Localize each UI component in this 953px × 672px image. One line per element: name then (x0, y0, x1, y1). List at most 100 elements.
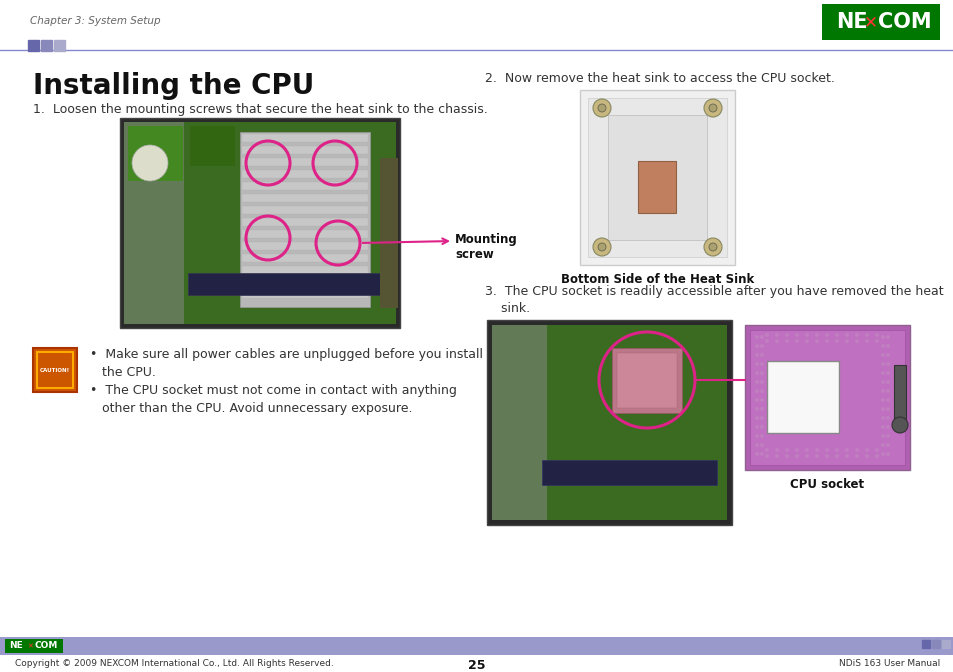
Circle shape (844, 448, 848, 452)
Bar (242, 290, 368, 298)
Circle shape (880, 335, 884, 339)
Circle shape (824, 339, 828, 343)
Text: NE: NE (835, 12, 866, 32)
Bar (579, 90, 734, 265)
Bar (242, 158, 368, 166)
Bar (607, 115, 706, 240)
Circle shape (814, 339, 818, 343)
Circle shape (814, 454, 818, 458)
Circle shape (764, 448, 768, 452)
Bar (41, 40, 52, 51)
Text: •  The CPU socket must not come in contact with anything
   other than the CPU. : • The CPU socket must not come in contac… (90, 384, 456, 415)
Circle shape (760, 335, 763, 339)
Bar (242, 266, 368, 274)
Circle shape (880, 434, 884, 438)
Circle shape (774, 448, 779, 452)
Bar (242, 242, 368, 250)
Circle shape (834, 454, 838, 458)
Circle shape (794, 333, 799, 337)
Circle shape (885, 407, 889, 411)
Circle shape (784, 333, 788, 337)
Circle shape (760, 443, 763, 447)
Circle shape (794, 448, 799, 452)
Circle shape (880, 443, 884, 447)
Circle shape (754, 371, 759, 375)
Bar (893, 365, 905, 425)
Bar (190, 126, 234, 166)
Circle shape (854, 339, 858, 343)
Circle shape (834, 448, 838, 452)
Text: COM: COM (35, 642, 58, 650)
Text: 25: 25 (468, 659, 485, 672)
Circle shape (754, 443, 759, 447)
Circle shape (703, 238, 721, 256)
Circle shape (764, 333, 768, 337)
Bar (240, 132, 370, 307)
Circle shape (703, 99, 721, 117)
Bar (242, 254, 368, 262)
Bar (379, 158, 397, 308)
Bar (37, 352, 73, 388)
Circle shape (754, 398, 759, 402)
Text: 3.  The CPU socket is readily accessible after you have removed the heat
    sin: 3. The CPU socket is readily accessible … (484, 285, 943, 315)
Circle shape (593, 238, 610, 256)
Bar (744, 325, 909, 470)
Circle shape (774, 454, 779, 458)
Circle shape (885, 335, 889, 339)
Circle shape (794, 339, 799, 343)
Bar (124, 122, 184, 324)
Circle shape (774, 333, 779, 337)
Circle shape (885, 443, 889, 447)
Circle shape (824, 454, 828, 458)
Circle shape (764, 454, 768, 458)
Circle shape (885, 416, 889, 420)
Circle shape (784, 339, 788, 343)
Circle shape (754, 335, 759, 339)
Circle shape (814, 448, 818, 452)
Text: 2.  Now remove the heat sink to access the CPU socket.: 2. Now remove the heat sink to access th… (484, 72, 834, 85)
Bar (0, 637, 953, 655)
Text: NE: NE (9, 642, 23, 650)
Bar (638, 161, 676, 213)
Circle shape (874, 454, 878, 458)
Circle shape (885, 380, 889, 384)
Bar (242, 182, 368, 190)
Circle shape (754, 416, 759, 420)
Bar (766, 361, 838, 433)
Circle shape (760, 398, 763, 402)
Circle shape (824, 333, 828, 337)
Circle shape (880, 407, 884, 411)
Circle shape (844, 339, 848, 343)
Circle shape (764, 339, 768, 343)
Circle shape (784, 454, 788, 458)
Circle shape (760, 389, 763, 393)
Circle shape (864, 454, 868, 458)
Circle shape (754, 389, 759, 393)
Circle shape (708, 243, 717, 251)
Bar (242, 218, 368, 226)
Circle shape (880, 380, 884, 384)
Circle shape (754, 434, 759, 438)
Circle shape (754, 353, 759, 357)
Circle shape (754, 425, 759, 429)
Bar (124, 122, 395, 324)
Bar (54, 40, 65, 51)
Bar (492, 325, 546, 520)
Circle shape (132, 145, 168, 181)
Bar (612, 348, 681, 413)
Circle shape (880, 353, 884, 357)
Text: ✕: ✕ (863, 13, 877, 31)
Bar (492, 325, 726, 520)
Bar (242, 206, 368, 214)
Circle shape (885, 353, 889, 357)
Circle shape (593, 99, 610, 117)
Bar (5, 639, 63, 653)
Circle shape (864, 333, 868, 337)
Circle shape (804, 454, 808, 458)
Text: 1.  Loosen the mounting screws that secure the heat sink to the chassis.: 1. Loosen the mounting screws that secur… (33, 103, 487, 116)
Circle shape (754, 344, 759, 348)
Circle shape (784, 448, 788, 452)
Text: NDiS 163 User Manual: NDiS 163 User Manual (838, 659, 939, 668)
Circle shape (760, 452, 763, 456)
Circle shape (774, 339, 779, 343)
